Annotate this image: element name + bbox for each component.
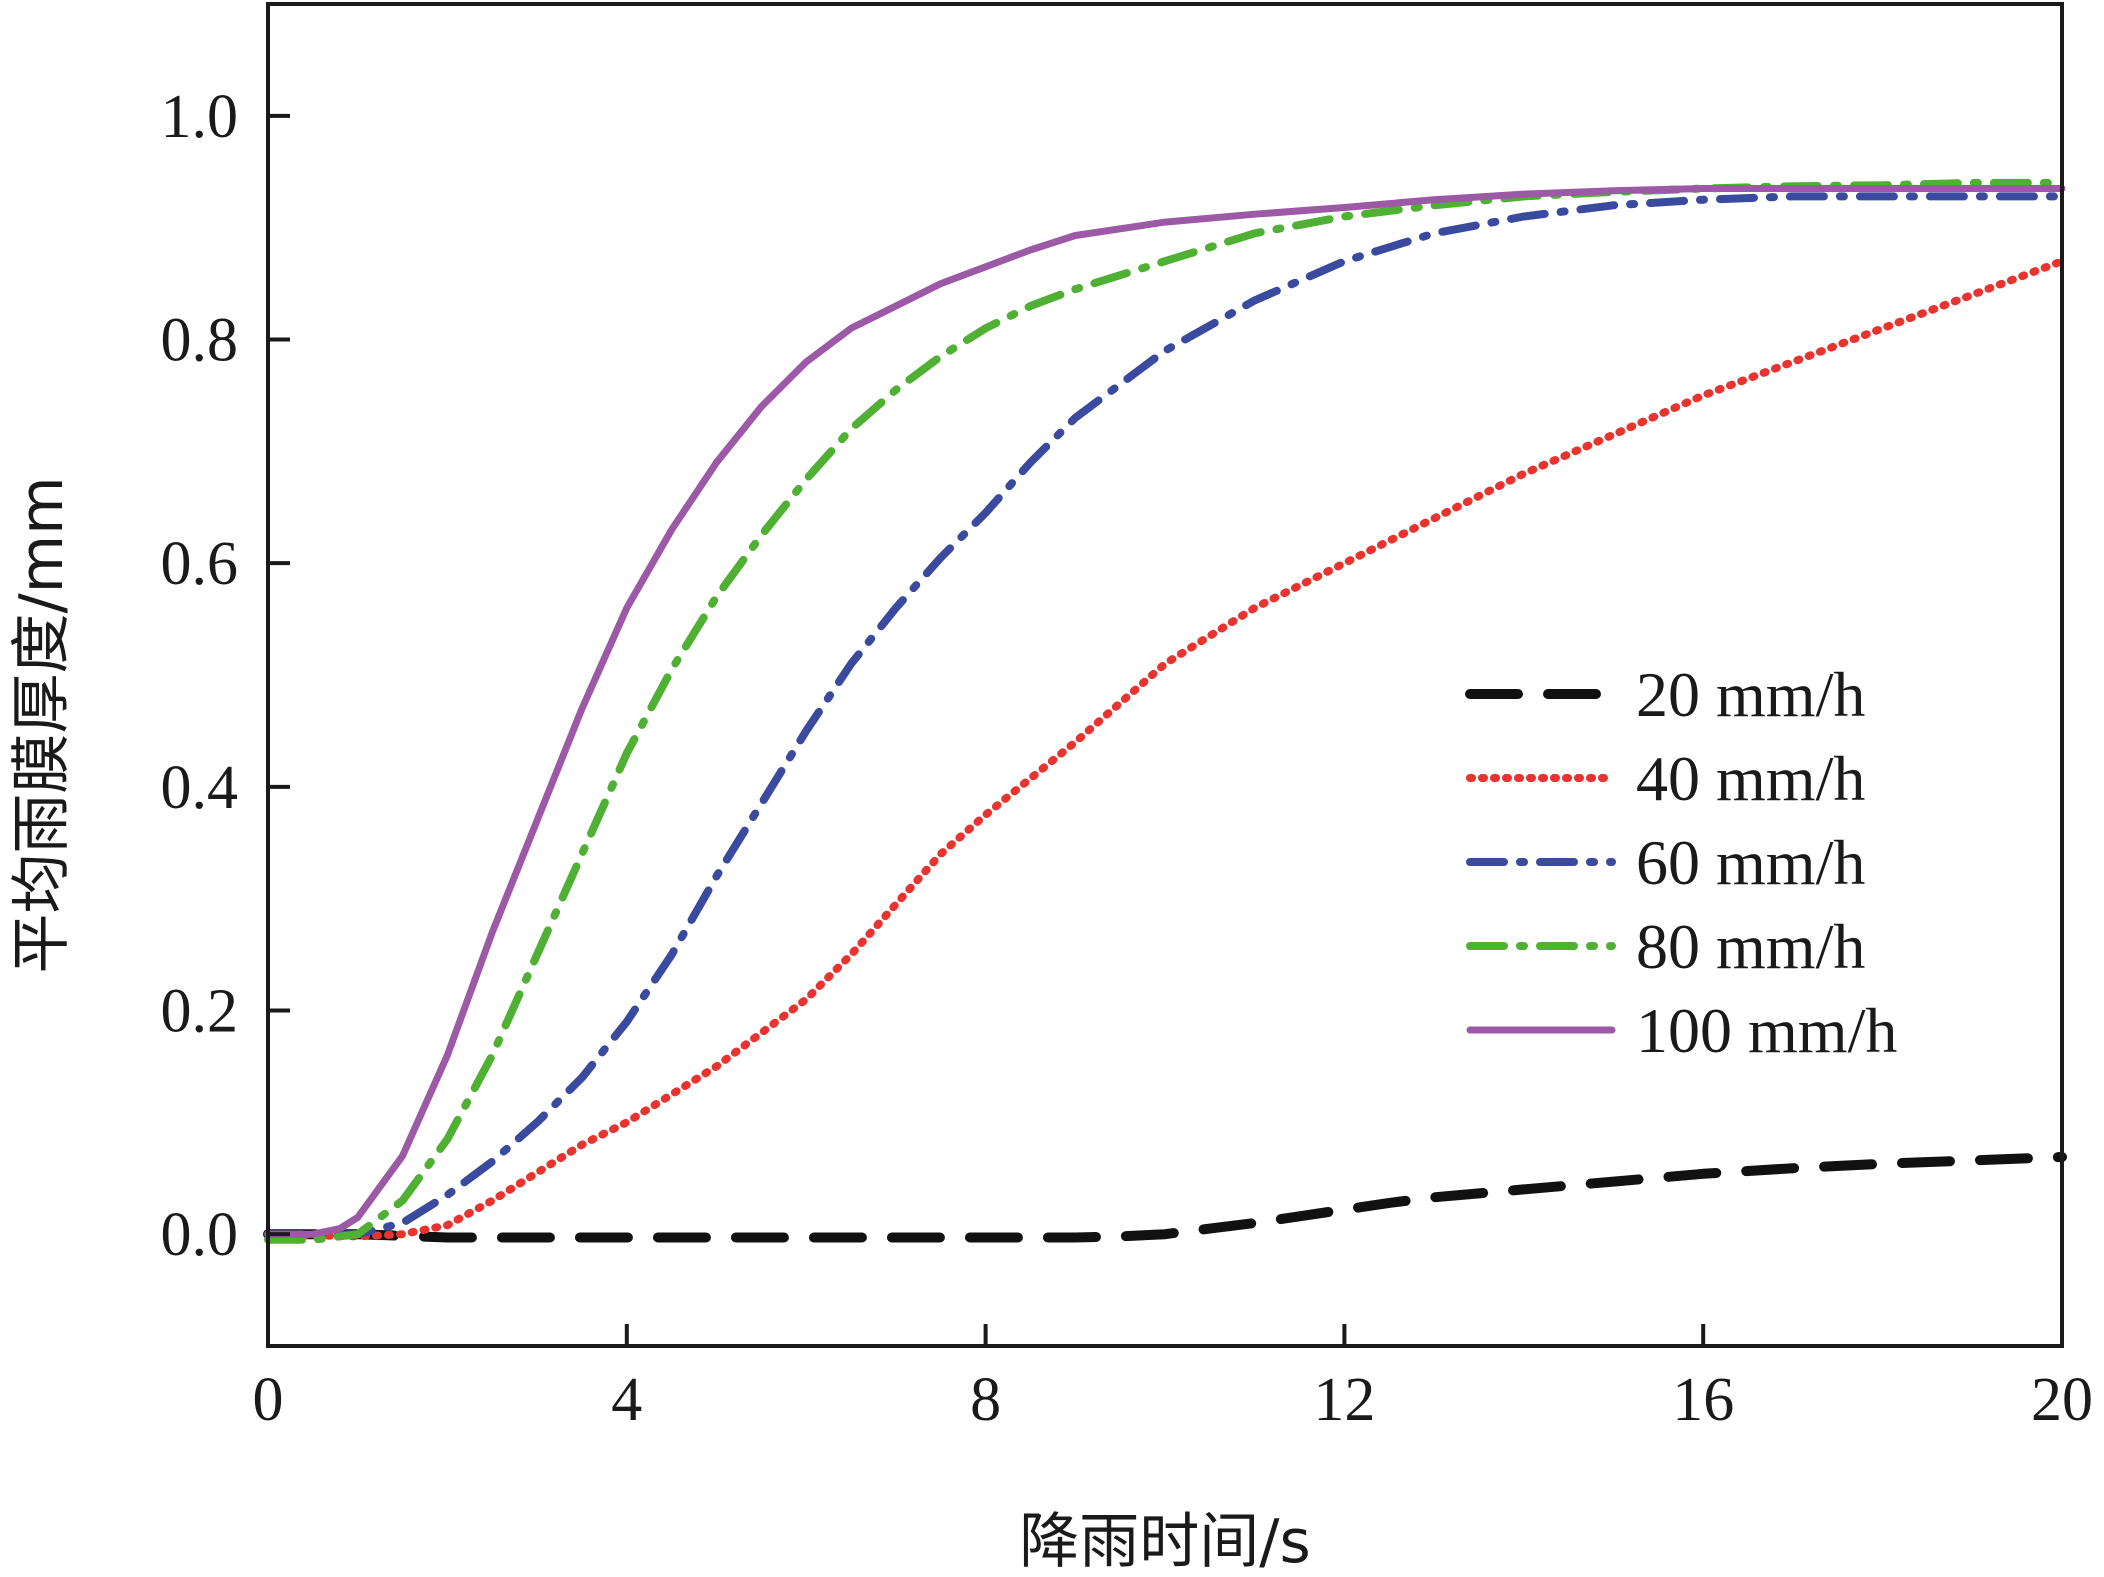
x-tick-label: 20 (2031, 1366, 2093, 1434)
y-tick-label: 1.0 (161, 83, 239, 151)
plot-frame (266, 2, 2064, 1348)
legend: 20 mm/h 40 mm/h 60 mm/h 80 mm/h 100 mm/h (1465, 659, 1897, 1066)
y-tick-label: 0.6 (161, 530, 239, 598)
y-axis-title: 平均雨膜厚度/mm (7, 476, 77, 973)
legend-label-3: 60 mm/h (1636, 827, 1865, 898)
series-line-2 (264, 257, 2066, 1241)
x-tick-label: 0 (253, 1366, 284, 1434)
legend-label-4: 80 mm/h (1636, 911, 1865, 982)
series-line-1 (263, 1152, 2067, 1243)
series-layer (263, 178, 2067, 1244)
legend-label-1: 20 mm/h (1636, 659, 1865, 730)
series-line-3 (264, 192, 2066, 1239)
x-tick-label: 12 (1313, 1366, 1375, 1434)
series-line-5 (264, 185, 2066, 1238)
x-tick-label: 8 (970, 1366, 1001, 1434)
legend-label-5: 100 mm/h (1636, 995, 1897, 1066)
y-tick-label: 0.0 (161, 1201, 239, 1269)
y-tick-label: 0.8 (161, 307, 239, 375)
legend-label-2: 40 mm/h (1636, 743, 1865, 814)
x-tick-label: 4 (611, 1366, 642, 1434)
y-tick-label: 0.4 (161, 754, 239, 822)
ticks-layer: 0 4 8 12 16 20 0.0 0.2 0.4 0.6 0.8 1.0 (161, 83, 2094, 1434)
y-tick-label: 0.2 (161, 978, 239, 1046)
x-axis-title: 降雨时间/s (1019, 1507, 1310, 1577)
x-tick-label: 16 (1672, 1366, 1734, 1434)
